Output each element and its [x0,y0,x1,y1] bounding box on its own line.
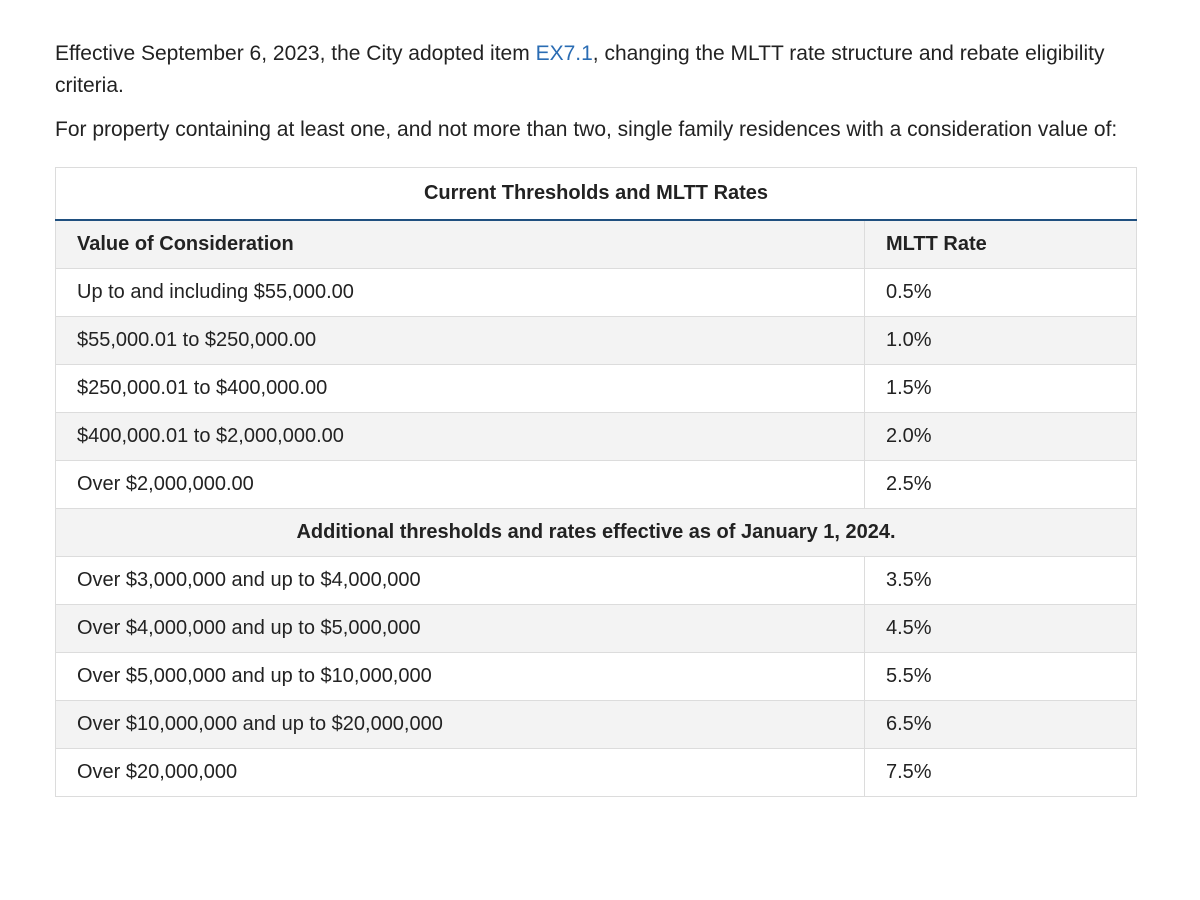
scope-paragraph: For property containing at least one, an… [55,118,1118,141]
additional-thresholds-row: Additional thresholds and rates effectiv… [55,508,1137,557]
value-cell: Over $10,000,000 and up to $20,000,000 [55,700,865,749]
column-header-rate: MLTT Rate [864,220,1137,269]
table-header-row: Value of Consideration MLTT Rate [55,220,1137,269]
table-row: Over $20,000,000 7.5% [55,748,1137,797]
table-row: Over $5,000,000 and up to $10,000,000 5.… [55,652,1137,701]
value-cell: $250,000.01 to $400,000.00 [55,364,865,413]
additional-thresholds-heading: Additional thresholds and rates effectiv… [55,508,1137,557]
intro-paragraph: Effective September 6, 2023, the City ad… [55,38,1137,102]
ex7-1-link[interactable]: EX7.1 [535,42,593,65]
rate-cell: 1.5% [864,364,1137,413]
value-cell: Over $4,000,000 and up to $5,000,000 [55,604,865,653]
value-cell: $55,000.01 to $250,000.00 [55,316,865,365]
value-cell: Up to and including $55,000.00 [55,268,865,317]
rate-cell: 0.5% [864,268,1137,317]
table-caption-row: Current Thresholds and MLTT Rates [55,167,1137,221]
table-row: Up to and including $55,000.00 0.5% [55,268,1137,317]
table-row: $55,000.01 to $250,000.00 1.0% [55,316,1137,365]
intro-prefix: Effective September 6, 2023, the City ad… [55,42,536,65]
rate-cell: 6.5% [864,700,1137,749]
rate-cell: 4.5% [864,604,1137,653]
column-header-value: Value of Consideration [55,220,865,269]
page-content: Effective September 6, 2023, the City ad… [55,38,1137,797]
value-cell: Over $5,000,000 and up to $10,000,000 [55,652,865,701]
rate-cell: 5.5% [864,652,1137,701]
rate-cell: 7.5% [864,748,1137,797]
intro-suffix: , changing the MLTT rate structure and r… [55,42,1105,97]
table-row: Over $3,000,000 and up to $4,000,000 3.5… [55,556,1137,605]
rate-cell: 2.5% [864,460,1137,509]
table-row: Over $10,000,000 and up to $20,000,000 6… [55,700,1137,749]
table-caption: Current Thresholds and MLTT Rates [55,167,1137,221]
table-row: Over $2,000,000.00 2.5% [55,460,1137,509]
rate-cell: 3.5% [864,556,1137,605]
rate-cell: 1.0% [864,316,1137,365]
mltt-rates-table: Current Thresholds and MLTT Rates Value … [55,167,1137,797]
rate-cell: 2.0% [864,412,1137,461]
value-cell: Over $2,000,000.00 [55,460,865,509]
table-row: $400,000.01 to $2,000,000.00 2.0% [55,412,1137,461]
table-row: Over $4,000,000 and up to $5,000,000 4.5… [55,604,1137,653]
value-cell: $400,000.01 to $2,000,000.00 [55,412,865,461]
value-cell: Over $3,000,000 and up to $4,000,000 [55,556,865,605]
value-cell: Over $20,000,000 [55,748,865,797]
table-row: $250,000.01 to $400,000.00 1.5% [55,364,1137,413]
